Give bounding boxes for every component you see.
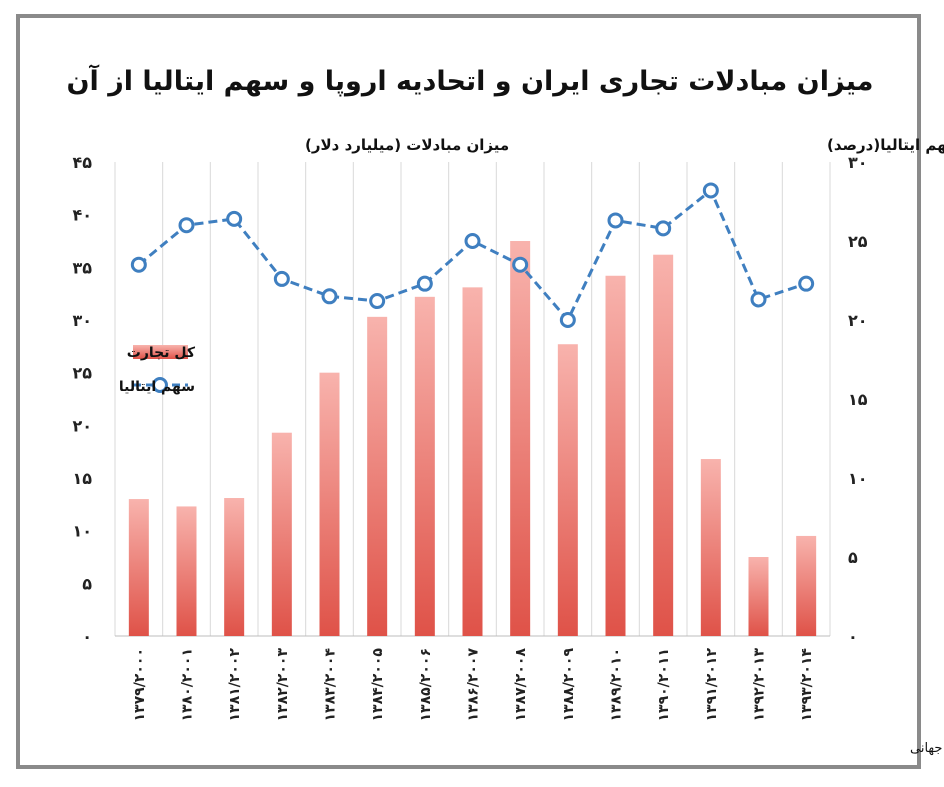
bar-total-trade: [176, 506, 197, 636]
chart-title: میزان مبادلات تجاری ایران و اتحادیه اروپ…: [67, 64, 874, 97]
left-tick-label: ۱۰: [72, 522, 92, 541]
left-tick-label: ۱۵: [72, 469, 92, 488]
legend-line-marker: [152, 377, 168, 393]
right-tick-label: ۲۰: [848, 311, 868, 330]
x-tick-label: ۱۳۸۰/۲۰۰۱: [180, 648, 196, 721]
italy-share-point: [702, 182, 719, 199]
right-tick-label: ۲۵: [848, 232, 868, 251]
italy-share-point: [226, 210, 243, 227]
italy-share-point: [798, 275, 815, 292]
italy-share-point: [559, 312, 576, 328]
left-tick-label: ۲۰: [72, 416, 92, 435]
x-tick-label: ۱۳۹۳/۲۰۱۴: [799, 648, 815, 722]
left-axis-ticks: ۰ ۵ ۱۰ ۱۵ ۲۰ ۲۵ ۳۰ ۳۵ ۴۰ ۴۵: [72, 153, 92, 646]
italy-share-point: [273, 270, 290, 287]
bar-total-trade: [700, 459, 721, 636]
bar-total-trade: [653, 254, 674, 636]
x-tick-label: ۱۳۸۲/۲۰۰۳: [275, 648, 291, 722]
left-tick-label: ۵: [82, 574, 92, 593]
right-tick-label: ۳۰: [848, 153, 868, 172]
italy-share-point: [416, 275, 433, 292]
italy-share-line: [130, 182, 815, 328]
italy-share-point: [512, 256, 529, 273]
right-tick-label: ۱۰: [848, 469, 868, 488]
legend-bar-swatch: [133, 345, 188, 359]
bar-total-trade: [605, 275, 626, 636]
bars: [128, 241, 817, 636]
bar-total-trade: [462, 287, 483, 636]
italy-share-point: [321, 288, 338, 305]
x-axis-labels: ۱۳۷۹/۲۰۰۰ ۱۳۸۰/۲۰۰۱ ۱۳۸۱/۲۰۰۲ ۱۳۸۲/۲۰۰۳ ۱۳۸۳…: [132, 648, 815, 722]
x-tick-label: ۱۳۹۰/۲۰۱۱: [656, 648, 672, 721]
bar-total-trade: [128, 499, 149, 636]
bar-total-trade: [367, 316, 388, 636]
left-tick-label: ۴۰: [72, 206, 92, 225]
bar-total-trade: [557, 344, 578, 636]
bar-total-trade: [271, 432, 292, 636]
right-tick-label: ۵: [848, 548, 858, 567]
bar-total-trade: [796, 535, 817, 636]
x-tick-label: ۱۳۸۷/۲۰۰۸: [513, 648, 529, 722]
legend: کل تجارت سهم ایتالیا: [119, 345, 196, 395]
right-axis-title: سهم ایتالیا(درصد): [827, 136, 944, 154]
right-tick-label: ۰: [848, 627, 858, 646]
bar-total-trade: [748, 557, 769, 636]
right-tick-label: ۱۵: [848, 390, 868, 409]
legend-label-total-trade: کل تجارت: [127, 345, 196, 361]
italy-share-point: [607, 212, 624, 229]
x-tick-label: ۱۳۸۱/۲۰۰۲: [227, 648, 243, 722]
bar-total-trade: [319, 372, 340, 636]
left-tick-label: ۳۰: [72, 311, 92, 330]
x-tick-label: ۱۳۷۹/۲۰۰۰: [132, 648, 148, 721]
bar-total-trade: [224, 498, 245, 636]
gridlines: [114, 162, 831, 637]
italy-share-point: [655, 220, 672, 237]
bar-total-trade: [414, 296, 435, 636]
x-tick-label: ۱۳۸۳/۲۰۰۴: [323, 648, 339, 722]
x-tick-label: ۱۳۸۵/۲۰۰۶: [418, 648, 434, 721]
left-axis-title: میزان مبادلات (میلیارد دلار): [305, 136, 509, 154]
legend-label-italy-share: سهم ایتالیا: [119, 379, 195, 395]
x-tick-label: ۱۳۸۴/۲۰۰۵: [370, 648, 386, 722]
italy-share-point: [369, 293, 386, 310]
italy-share-point: [130, 256, 147, 273]
right-axis-ticks: ۰ ۵ ۱۰ ۱۵ ۲۰ ۲۵ ۳۰: [848, 153, 868, 646]
italy-share-point: [464, 233, 481, 249]
left-tick-label: ۲۵: [72, 364, 92, 383]
left-tick-label: ۳۵: [72, 258, 92, 277]
x-tick-label: ۱۳۹۱/۲۰۱۲: [704, 648, 720, 722]
x-tick-label: ۱۳۹۲/۲۰۱۳: [752, 648, 768, 722]
source-note: تحلیل و استنتاج: احسان سلطانی بر اساس دا…: [910, 741, 944, 756]
left-tick-label: ۴۵: [72, 153, 92, 172]
left-tick-label: ۰: [82, 627, 92, 646]
x-tick-label: ۱۳۸۶/۲۰۰۷: [466, 648, 482, 722]
x-tick-label: ۱۳۸۹/۲۰۱۰: [609, 648, 625, 721]
x-tick-label: ۱۳۸۸/۲۰۰۹: [561, 648, 577, 722]
bar-total-trade: [510, 241, 531, 636]
italy-share-point: [750, 291, 767, 308]
italy-share-point: [178, 217, 195, 234]
